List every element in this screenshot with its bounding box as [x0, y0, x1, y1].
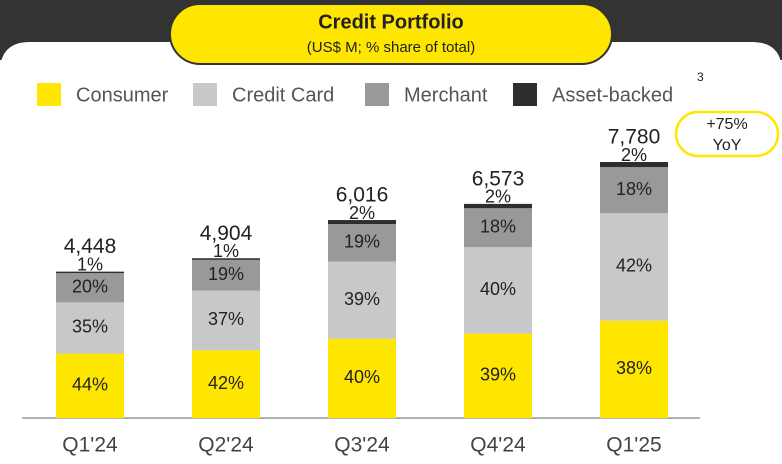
chart-subtitle: (US$ M; % share of total)	[307, 39, 475, 56]
data-label: 37%	[208, 309, 244, 329]
title-pill	[169, 3, 613, 65]
data-label: 40%	[480, 279, 516, 299]
legend-swatch	[193, 83, 217, 106]
bar-segment	[192, 258, 260, 260]
data-label: 18%	[480, 216, 516, 236]
bar-segment	[192, 259, 260, 291]
bar-segment	[56, 271, 124, 274]
data-label: 2%	[621, 145, 647, 165]
data-label: 2%	[485, 187, 511, 207]
legend-swatch	[365, 83, 389, 106]
bar-segment	[464, 247, 532, 334]
data-label: 1%	[77, 254, 103, 274]
bar-segment	[600, 213, 668, 321]
bar-segment	[600, 167, 668, 214]
bar-segment	[464, 333, 532, 418]
data-label: 42%	[616, 256, 652, 276]
bar-segment	[600, 162, 668, 168]
data-label: 38%	[616, 358, 652, 378]
data-label: 40%	[344, 367, 380, 387]
data-label: 19%	[208, 264, 244, 284]
data-label: 35%	[72, 317, 108, 337]
data-label: 2%	[349, 203, 375, 223]
legend-footnote: 3	[697, 70, 704, 84]
legend-swatch	[37, 83, 61, 106]
legend-label: Merchant	[404, 84, 488, 106]
data-label: 20%	[72, 276, 108, 296]
chart-title: Credit Portfolio	[318, 11, 464, 33]
bar-segment	[464, 208, 532, 248]
bar-segment	[56, 302, 124, 354]
x-tick-label: Q2'24	[198, 434, 254, 457]
bar-segment	[192, 350, 260, 418]
legend-label: Credit Card	[232, 84, 334, 106]
annotation-pill	[674, 110, 780, 158]
data-label: 39%	[480, 365, 516, 385]
total-label: 7,780	[608, 126, 661, 149]
bar-segment	[56, 353, 124, 418]
x-tick-label: Q1'25	[606, 434, 661, 457]
bar-segment	[56, 273, 124, 303]
total-label: 4,448	[64, 235, 117, 258]
bar-segment	[464, 203, 532, 209]
total-label: 4,904	[200, 222, 253, 245]
bar-segment	[328, 338, 396, 418]
annotation: YoY	[713, 137, 742, 154]
data-label: 19%	[344, 232, 380, 252]
x-tick-label: Q3'24	[334, 434, 390, 457]
bar-segment	[328, 220, 396, 225]
data-label: 1%	[213, 241, 239, 261]
x-tick-label: Q1'24	[62, 434, 118, 457]
annotation: +75%	[706, 116, 747, 133]
bar-segment	[328, 261, 396, 339]
total-label: 6,573	[472, 167, 525, 190]
total-label: 6,016	[336, 184, 389, 207]
bar-segment	[192, 290, 260, 351]
data-label: 39%	[344, 289, 380, 309]
legend-label: Consumer	[76, 84, 169, 106]
x-tick-label: Q4'24	[470, 434, 526, 457]
bar-segment	[600, 320, 668, 418]
bar-segment	[328, 224, 396, 262]
legend-label: Asset-backed	[552, 84, 673, 106]
data-label: 18%	[616, 179, 652, 199]
data-label: 44%	[72, 375, 108, 395]
legend-swatch	[513, 83, 537, 106]
data-label: 42%	[208, 373, 244, 393]
